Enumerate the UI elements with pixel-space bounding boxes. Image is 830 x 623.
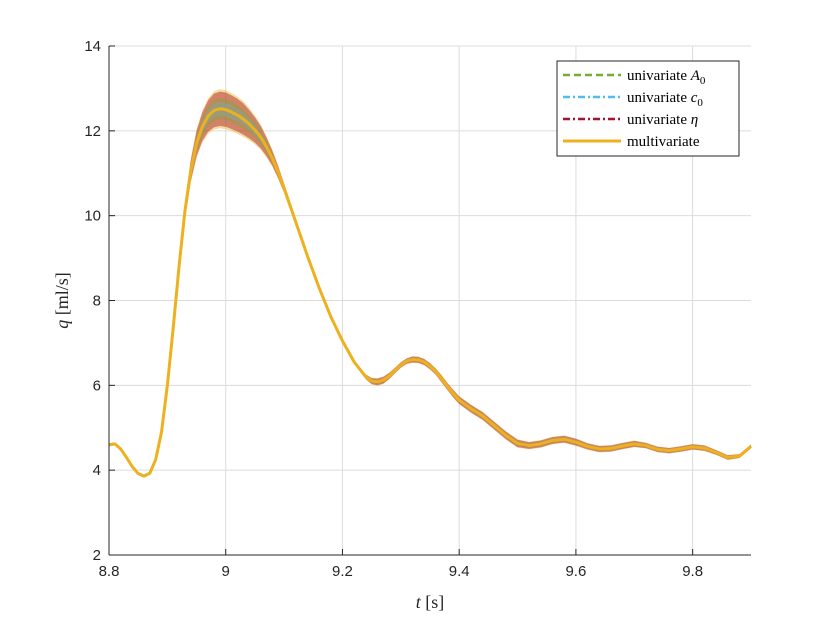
x-tick-label: 9.4 <box>449 563 470 580</box>
x-axis-ticks: 8.8 9 9.2 9.4 9.6 9.8 <box>99 549 703 580</box>
y-tick-label: 6 <box>93 377 101 394</box>
y-tick-label: 8 <box>93 293 101 310</box>
legend-label: univariate η <box>627 112 698 128</box>
y-tick-label: 14 <box>84 38 101 55</box>
legend-item-univariate-eta: univariate η <box>563 112 698 128</box>
series-multivariate <box>108 107 752 478</box>
y-axis-unit: [ml/s] <box>52 272 72 320</box>
x-axis-label: t [s] <box>416 592 445 612</box>
y-tick-label: 12 <box>84 123 101 140</box>
y-axis-label: q [ml/s] <box>52 272 72 329</box>
y-tick-label: 10 <box>84 208 101 225</box>
series-lines <box>108 107 752 478</box>
legend-label: multivariate <box>627 134 700 150</box>
x-axis-var: t <box>416 592 422 612</box>
y-axis-ticks: 2 4 6 8 10 12 14 <box>84 38 115 564</box>
legend-item-multivariate: multivariate <box>563 134 700 150</box>
y-tick-label: 4 <box>93 462 101 479</box>
x-tick-label: 8.8 <box>99 563 120 580</box>
legend-item-univariate-a0: univariate A0 <box>563 68 706 87</box>
y-tick-label: 2 <box>93 547 101 564</box>
x-tick-label: 9.2 <box>332 563 353 580</box>
x-axis-unit: [s] <box>421 592 445 612</box>
legend-label: univariate A0 <box>627 68 706 87</box>
x-tick-label: 9.8 <box>682 563 703 580</box>
y-axis-var: q <box>52 320 72 329</box>
legend-label: univariate c0 <box>627 90 703 109</box>
legend: univariate A0 univariate c0 univariate η mu… <box>556 60 740 157</box>
x-tick-label: 9.6 <box>565 563 586 580</box>
x-tick-label: 9 <box>222 563 230 580</box>
legend-item-univariate-c0: univariate c0 <box>563 90 703 109</box>
